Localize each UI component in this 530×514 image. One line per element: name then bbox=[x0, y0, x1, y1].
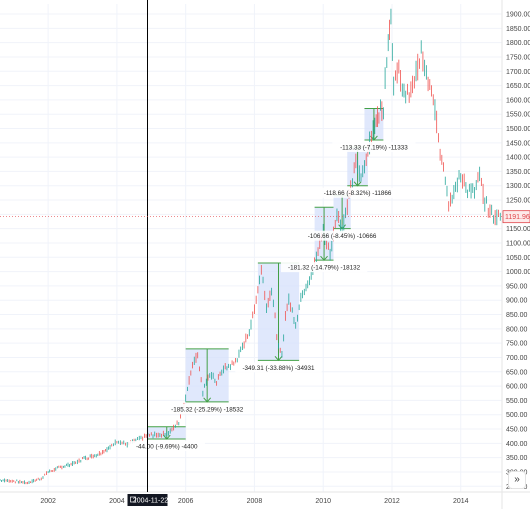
price-tick-label: 1450.00 bbox=[506, 140, 530, 147]
measure-label: -106.66 (-8.45%) -10666 bbox=[308, 233, 377, 240]
price-tick-label: 1750.00 bbox=[506, 54, 530, 61]
time-tick-label: 2004 bbox=[109, 498, 125, 505]
time-tick-label: 2014 bbox=[453, 498, 469, 505]
measure-label-bg bbox=[128, 441, 205, 452]
price-tick-label: 900.00 bbox=[506, 298, 528, 305]
price-tick-label: 850.00 bbox=[506, 312, 528, 319]
last-price-badge bbox=[502, 210, 530, 224]
measure-label: -118.66 (-8.32%) -11866 bbox=[324, 190, 392, 197]
price-tick-label: 1150.00 bbox=[506, 226, 530, 233]
measure-label: -113.33 (-7.19%) -11333 bbox=[340, 144, 408, 151]
measure-arrow-head bbox=[320, 255, 328, 261]
price-tick-label: 700.00 bbox=[506, 355, 528, 362]
price-tick-label: 600.00 bbox=[506, 384, 528, 391]
time-tick-label: 2008 bbox=[247, 498, 263, 505]
price-tick-label: 1400.00 bbox=[506, 155, 530, 162]
time-tick-label: 2012 bbox=[384, 498, 400, 505]
calendar-icon bbox=[130, 496, 136, 503]
price-tick-label: 1550.00 bbox=[506, 112, 530, 119]
price-tick-label: 1000.00 bbox=[506, 269, 530, 276]
price-tick-label: 1500.00 bbox=[506, 126, 530, 133]
crosshair-date-label: 2004-11-22 bbox=[133, 498, 168, 505]
measure-label: -349.31 (-33.88%) -34931 bbox=[242, 365, 315, 372]
crosshair-date-bg bbox=[127, 494, 168, 506]
price-tick-label: 1900.00 bbox=[506, 12, 530, 19]
measure-label: -185.32 (-25.29%) -18532 bbox=[171, 406, 244, 413]
price-tick-label: 1800.00 bbox=[506, 40, 530, 47]
measure-label-bg bbox=[235, 362, 322, 373]
measure-label-bg bbox=[300, 230, 384, 241]
price-tick-label: 450.00 bbox=[506, 427, 528, 434]
price-tick-label: 1850.00 bbox=[506, 26, 530, 33]
measure-label: -44.00 (-9.69%) -4400 bbox=[136, 444, 198, 451]
price-tick-label: 800.00 bbox=[506, 326, 528, 333]
measure-label-bg bbox=[332, 141, 416, 152]
price-tick-label: 1100.00 bbox=[506, 240, 530, 247]
price-tick-label: 750.00 bbox=[506, 341, 528, 348]
price-tick-label: 650.00 bbox=[506, 369, 528, 376]
price-tick-label: 1250.00 bbox=[506, 198, 530, 205]
time-tick-label: 2002 bbox=[40, 498, 56, 505]
measure-arrow-head bbox=[203, 397, 212, 403]
price-tick-label: 400.00 bbox=[506, 441, 528, 448]
price-tick-label: 1300.00 bbox=[506, 183, 530, 190]
price-tick-label: 1600.00 bbox=[506, 97, 530, 104]
measure-label: -181.32 (-14.79%) -18132 bbox=[288, 265, 361, 272]
last-price-label: 1191.96 bbox=[505, 214, 530, 221]
measure-arrow-head bbox=[274, 356, 283, 362]
measure-label-bg bbox=[280, 262, 368, 273]
measure-arrow-head bbox=[162, 434, 171, 440]
price-tick-label: 1700.00 bbox=[506, 69, 530, 76]
scroll-to-latest-button[interactable]: » bbox=[508, 471, 526, 489]
price-tick-label: 350.00 bbox=[506, 455, 528, 462]
price-tick-label: 1050.00 bbox=[506, 255, 530, 262]
measure-arrow-head bbox=[353, 181, 362, 187]
price-tick-label: 950.00 bbox=[506, 283, 528, 290]
price-tick-label: 1650.00 bbox=[506, 83, 530, 90]
price-tick-label: 1350.00 bbox=[506, 169, 530, 176]
time-tick-label: 2010 bbox=[315, 498, 331, 505]
measure-label-bg bbox=[316, 187, 400, 198]
measure-label-bg bbox=[163, 403, 251, 414]
price-tick-label: 550.00 bbox=[506, 398, 528, 405]
price-tick-label: 500.00 bbox=[506, 412, 528, 419]
time-tick-label: 2006 bbox=[178, 498, 194, 505]
